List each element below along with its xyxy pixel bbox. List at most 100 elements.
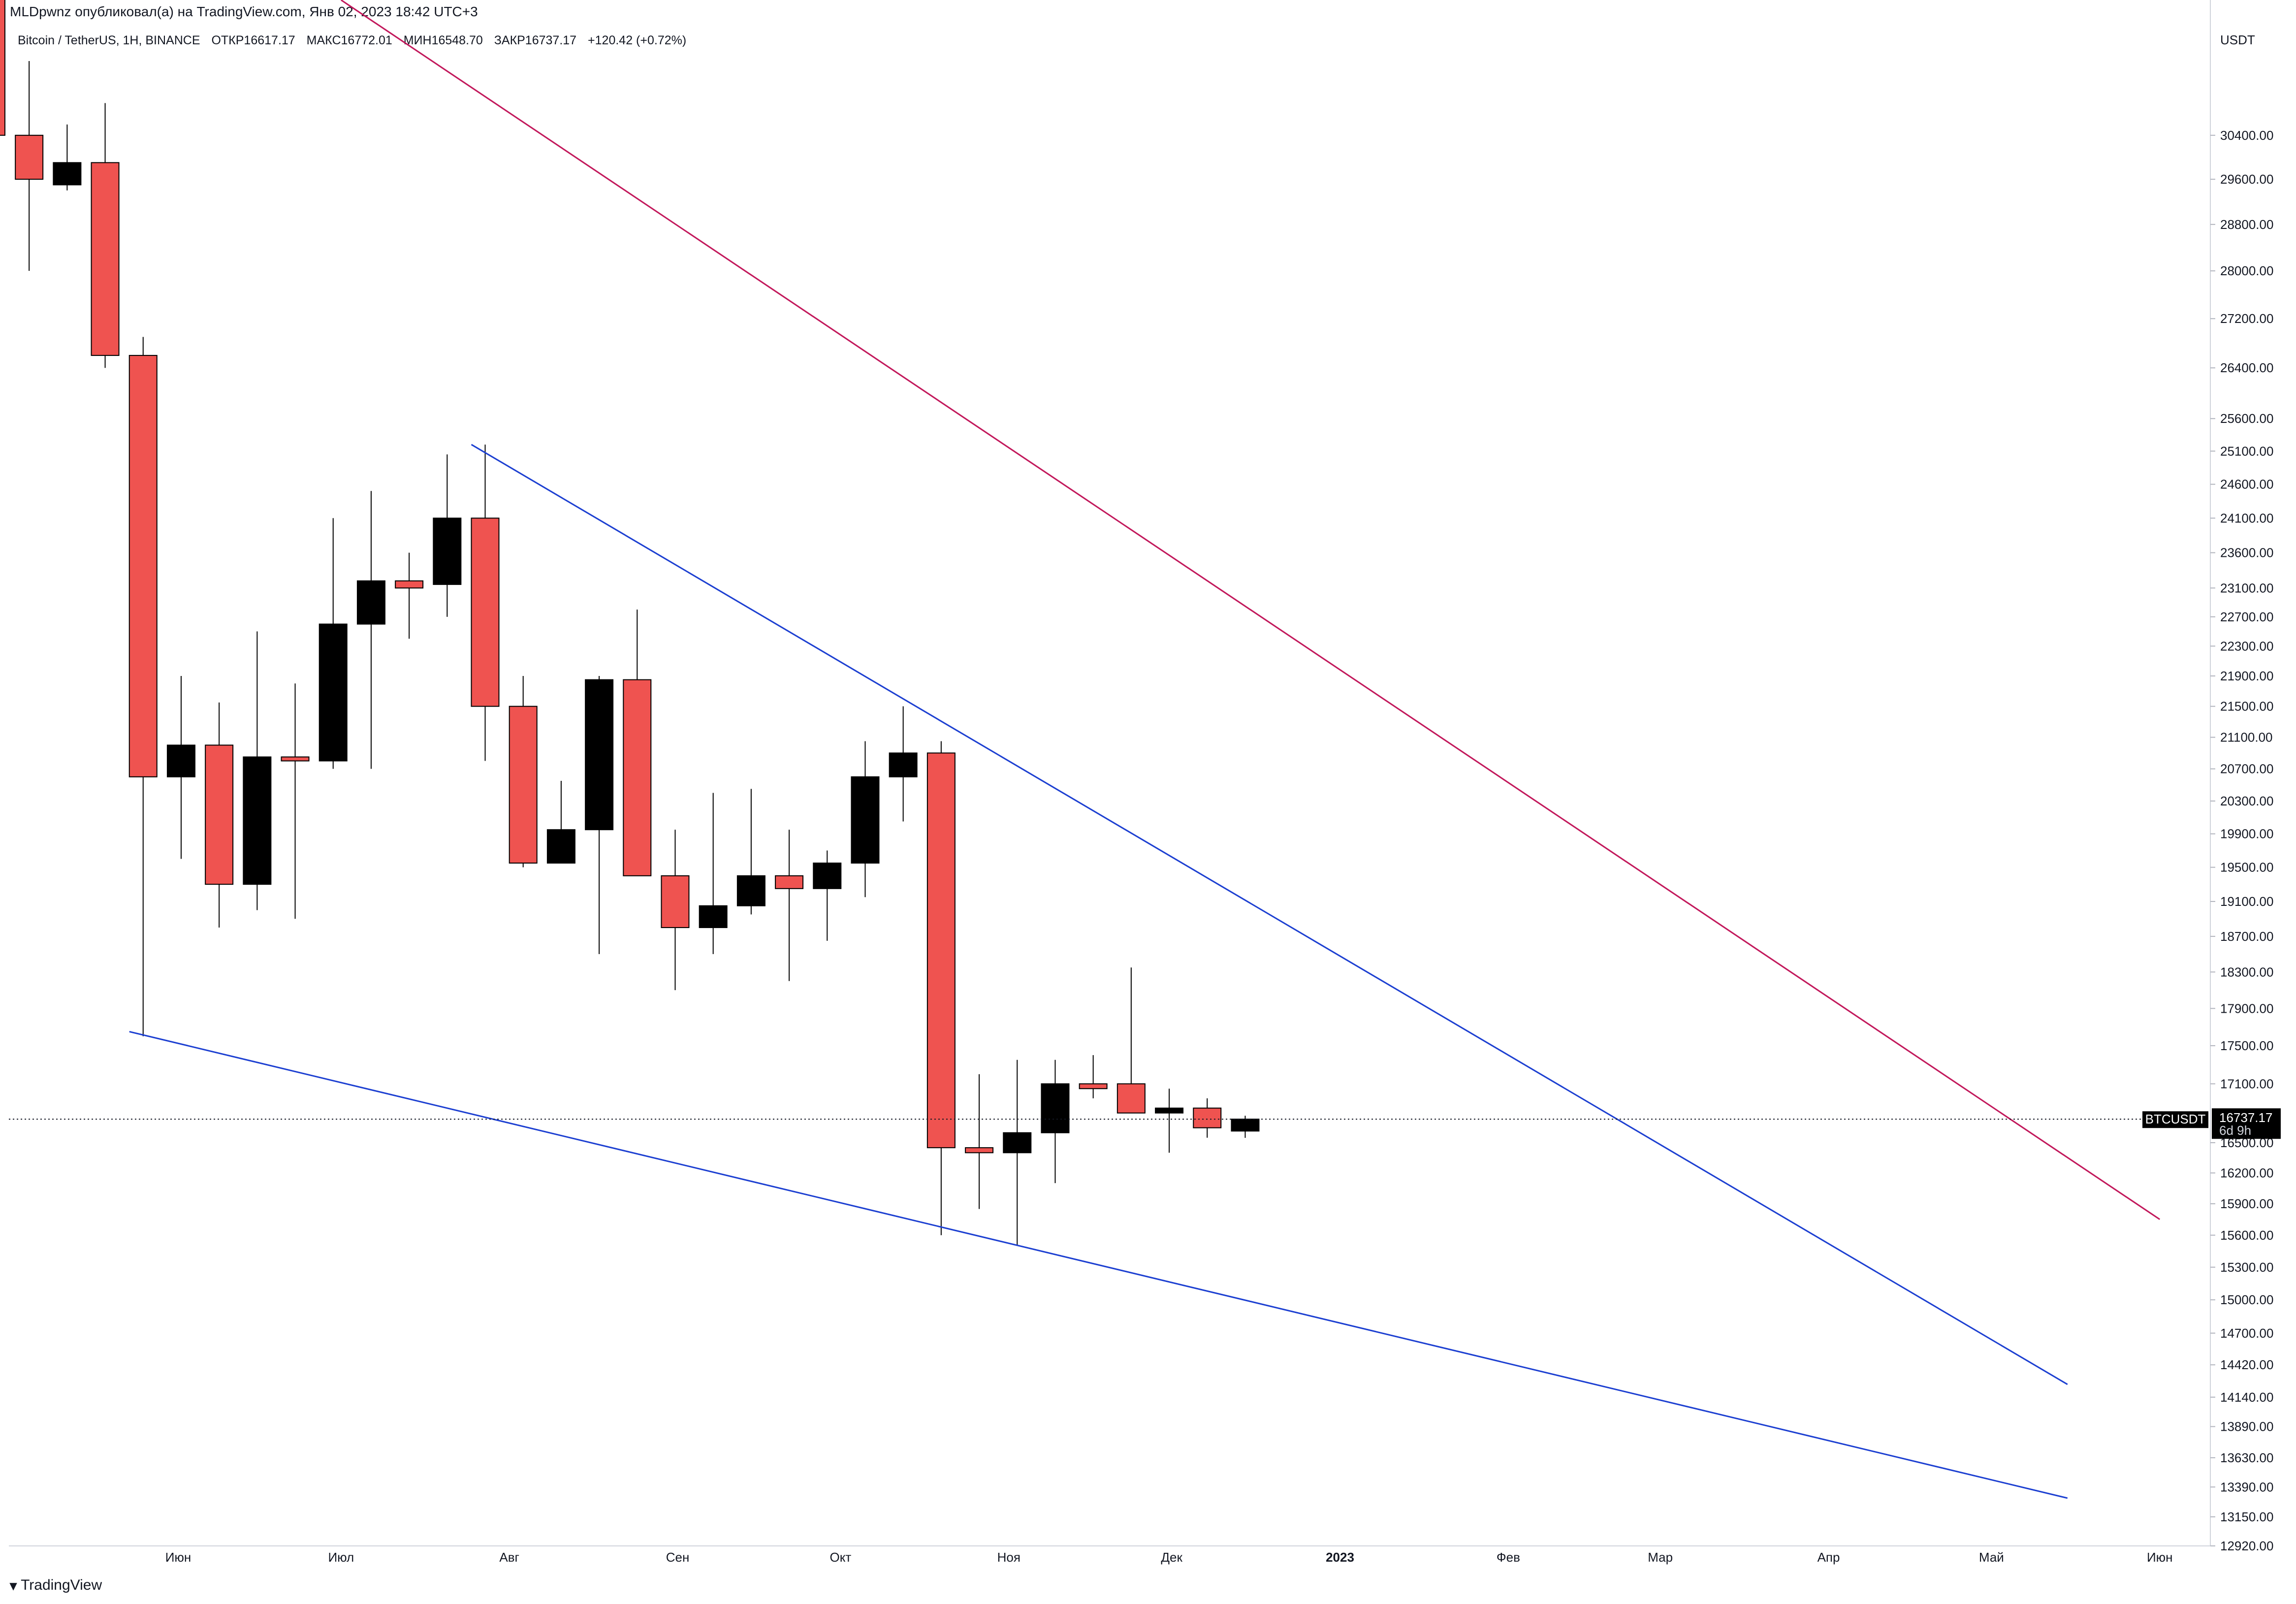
x-tick-label: Апр [1818, 1550, 1840, 1565]
candle[interactable] [395, 552, 424, 639]
y-tick-label: 24100.00 [2220, 511, 2273, 525]
candle[interactable] [471, 444, 500, 761]
candle[interactable] [15, 61, 44, 271]
candle[interactable] [1155, 1089, 1184, 1153]
trendlines-layer[interactable] [129, 0, 2161, 1499]
candle[interactable] [813, 850, 842, 941]
candle[interactable] [166, 675, 195, 859]
candle[interactable] [736, 789, 765, 915]
candle-body-up [546, 829, 575, 864]
y-tick-label: 28800.00 [2220, 217, 2273, 232]
candle[interactable] [1079, 1055, 1108, 1098]
symbol-title[interactable]: Bitcoin / TetherUS, 1Н, BINANCE [18, 33, 200, 47]
candle[interactable] [585, 675, 614, 954]
candle-body-up [356, 580, 385, 625]
y-tick-label: 21500.00 [2220, 699, 2273, 714]
y-tick-label: 26400.00 [2220, 360, 2273, 375]
y-tick-label: 30400.00 [2220, 128, 2273, 143]
price-label-box [2212, 1108, 2281, 1139]
ohlc-open: ОТКР16617.17 [211, 33, 295, 47]
candle-body-up [889, 752, 918, 777]
price-axis[interactable]: USDT 30400.00 29600.00 28800.00 28000.00 2720… [2210, 32, 2273, 1553]
candle[interactable] [1231, 1116, 1260, 1138]
resistance-line[interactable] [341, 0, 2161, 1220]
y-tick-label: 22300.00 [2220, 639, 2273, 653]
y-tick-label: 15300.00 [2220, 1260, 2273, 1275]
symbol-ohlc-bar: Bitcoin / TetherUS, 1Н, BINANCE ОТКР1661… [18, 33, 694, 48]
candle-body-up [1231, 1119, 1260, 1132]
candle-body-up [1155, 1107, 1184, 1114]
y-tick-label: 27200.00 [2220, 311, 2273, 326]
y-tick-label: 15000.00 [2220, 1292, 2273, 1307]
y-tick-label: 25100.00 [2220, 444, 2273, 458]
y-tick-label: 15600.00 [2220, 1228, 2273, 1243]
y-tick-label: 24600.00 [2220, 477, 2273, 492]
symbol-tag-box [2142, 1111, 2208, 1128]
candle[interactable] [699, 793, 728, 954]
y-tick-label: 17100.00 [2220, 1076, 2273, 1091]
candle[interactable] [0, 0, 5, 236]
candle[interactable] [1116, 967, 1146, 1114]
wedge-lower[interactable] [129, 1030, 2068, 1499]
candle[interactable] [1003, 1059, 1032, 1246]
candle[interactable] [356, 491, 385, 769]
candle[interactable] [243, 631, 272, 910]
candle-body-down [15, 134, 44, 180]
candle[interactable] [509, 675, 538, 867]
candle[interactable] [1193, 1098, 1222, 1138]
y-tick-label: 19500.00 [2220, 860, 2273, 875]
y-tick-label: 12920.00 [2220, 1539, 2273, 1553]
candle[interactable] [965, 1074, 994, 1209]
candle-body-up [585, 679, 614, 831]
y-tick-label: 25600.00 [2220, 411, 2273, 426]
x-tick-label: Июн [165, 1550, 191, 1565]
time-axis[interactable]: Июн Июл Авг Сен Окт Ноя Дек 2023 Фев Мар Апр Май Июн [165, 1550, 2173, 1565]
tradingview-brand[interactable]: ▾ TradingView [10, 1577, 102, 1594]
candle[interactable] [661, 830, 690, 991]
candle[interactable] [281, 683, 310, 919]
candle[interactable] [91, 103, 120, 368]
candle-body-up [736, 875, 765, 906]
candle[interactable] [319, 518, 348, 769]
y-tick-label: 20700.00 [2220, 762, 2273, 776]
y-tick-label: 18700.00 [2220, 929, 2273, 944]
candle[interactable] [775, 830, 804, 981]
y-tick-label: 14700.00 [2220, 1326, 2273, 1341]
y-tick-label: 21100.00 [2220, 730, 2273, 745]
tradingview-logo-icon: ▾ [10, 1577, 17, 1593]
y-tick-label: 23600.00 [2220, 545, 2273, 560]
candle[interactable] [205, 702, 234, 928]
x-tick-label: Июн [2147, 1550, 2173, 1565]
y-tick-label: 13390.00 [2220, 1479, 2273, 1494]
ohlc-close: ЗАКР16737.17 [494, 33, 577, 47]
candle-body-down [775, 875, 804, 889]
candle-body-up [1041, 1083, 1070, 1133]
candle[interactable] [623, 610, 652, 876]
published-by-text: MLDpwnz опубликовал(а) на TradingView.co… [10, 4, 478, 19]
y-tick-label: 23100.00 [2220, 580, 2273, 595]
candle[interactable] [851, 741, 880, 898]
y-tick-label: 22700.00 [2220, 610, 2273, 624]
candle-body-down [1079, 1083, 1108, 1090]
ohlc-low: МИН16548.70 [403, 33, 483, 47]
candle[interactable] [1041, 1059, 1070, 1184]
y-tick-label: 17900.00 [2220, 1001, 2273, 1016]
y-tick-label: 13890.00 [2220, 1419, 2273, 1434]
x-tick-label: Дек [1161, 1550, 1182, 1565]
x-tick-label: 2023 [1326, 1550, 1354, 1565]
candle[interactable] [889, 706, 918, 822]
candle[interactable] [926, 741, 956, 1235]
ohlc-high: МАКС16772.01 [306, 33, 392, 47]
candle-body-down [965, 1147, 994, 1154]
candle-body-up [851, 776, 880, 864]
candle[interactable] [433, 454, 462, 617]
candle[interactable] [546, 781, 575, 864]
candle[interactable] [53, 124, 82, 191]
wedge-upper[interactable] [471, 444, 2068, 1385]
y-tick-label: 17500.00 [2220, 1038, 2273, 1053]
y-tick-label: 13630.00 [2220, 1450, 2273, 1465]
candle-body-down [91, 162, 120, 356]
y-tick-label: 14420.00 [2220, 1357, 2273, 1372]
candle[interactable] [128, 337, 158, 1036]
